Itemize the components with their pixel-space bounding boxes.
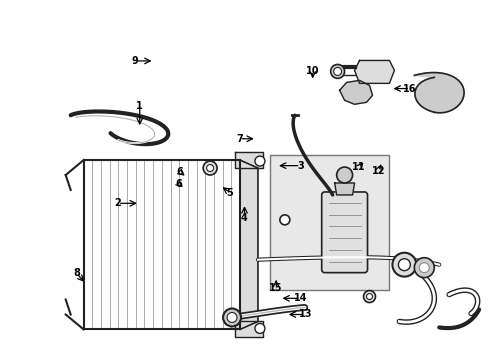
Text: 6: 6	[177, 167, 183, 177]
Circle shape	[254, 323, 264, 333]
Circle shape	[366, 293, 372, 300]
Polygon shape	[235, 152, 263, 168]
Circle shape	[254, 156, 264, 166]
Circle shape	[419, 263, 428, 273]
Polygon shape	[334, 183, 354, 195]
Polygon shape	[354, 60, 394, 84]
Text: 16: 16	[403, 84, 416, 94]
Text: 10: 10	[305, 66, 319, 76]
Text: 13: 13	[298, 310, 311, 319]
Circle shape	[206, 165, 213, 171]
Text: 8: 8	[73, 268, 80, 278]
Bar	[269, 155, 388, 289]
Text: 6: 6	[175, 179, 182, 189]
Text: 2: 2	[114, 198, 121, 208]
Polygon shape	[83, 160, 240, 329]
Circle shape	[392, 253, 415, 276]
Text: 15: 15	[269, 283, 283, 293]
Circle shape	[413, 258, 433, 278]
Polygon shape	[413, 73, 463, 113]
Circle shape	[330, 64, 344, 78]
Circle shape	[363, 291, 375, 302]
Text: 12: 12	[371, 166, 385, 176]
Text: 5: 5	[226, 188, 233, 198]
Circle shape	[223, 309, 241, 327]
Text: 14: 14	[293, 293, 306, 303]
Circle shape	[203, 161, 217, 175]
Circle shape	[226, 312, 237, 323]
Text: 9: 9	[131, 56, 138, 66]
Circle shape	[279, 215, 289, 225]
Text: 7: 7	[236, 134, 243, 144]
Polygon shape	[339, 80, 372, 104]
Text: 3: 3	[297, 161, 303, 171]
Text: 4: 4	[241, 213, 247, 222]
Circle shape	[398, 259, 409, 271]
Circle shape	[336, 167, 352, 183]
FancyBboxPatch shape	[321, 192, 367, 273]
Polygon shape	[240, 160, 258, 329]
Circle shape	[333, 67, 341, 75]
Text: 11: 11	[351, 162, 365, 172]
Text: 1: 1	[136, 102, 143, 112]
Polygon shape	[235, 321, 263, 337]
